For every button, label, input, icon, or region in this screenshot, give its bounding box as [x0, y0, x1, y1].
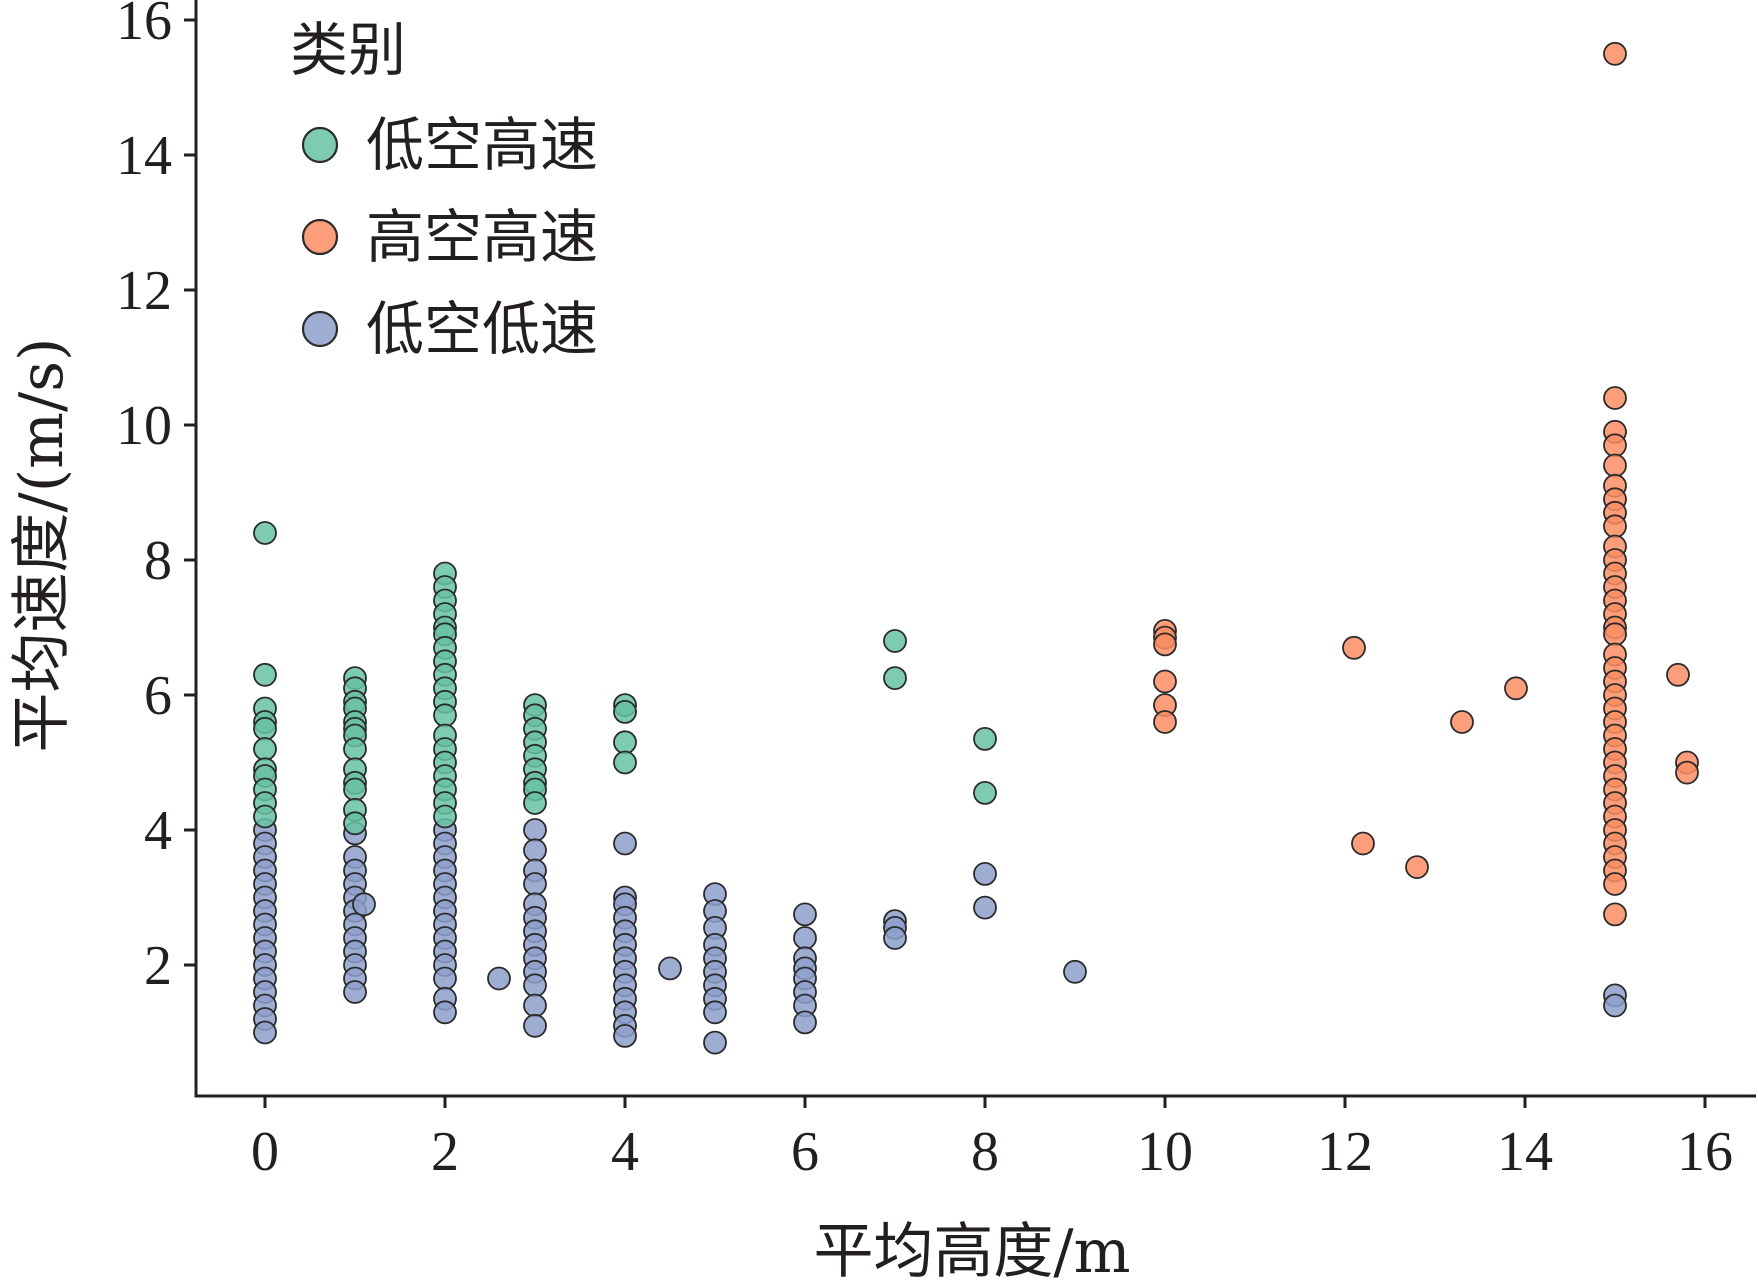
data-point-3-95 — [1063, 959, 1087, 984]
x-axis-title: 平均高度/m — [813, 1217, 1130, 1283]
axis-frame — [194, 0, 1756, 1098]
data-point-1-36 — [433, 703, 457, 728]
data-point-1-5 — [253, 716, 277, 741]
data-point-3-41 — [433, 966, 457, 991]
x-tick-label: 14 — [1497, 1121, 1553, 1183]
y-tick-label: 4 — [144, 800, 172, 862]
data-point-2-50 — [1675, 760, 1699, 785]
data-point-3-93 — [973, 862, 997, 886]
data-point-1-55 — [613, 730, 637, 755]
data-point-3-28 — [343, 980, 367, 1004]
data-point-1-1 — [253, 521, 277, 545]
data-point-3-29 — [352, 892, 376, 917]
data-point-3-44 — [487, 966, 511, 991]
data-point-3-43 — [433, 1000, 457, 1025]
x-tick-label: 10 — [1137, 1121, 1193, 1183]
data-point-1-59 — [973, 727, 997, 751]
data-points — [253, 41, 1699, 1055]
legend-label-3: 低空低速 — [366, 295, 598, 363]
data-point-2-47 — [1504, 676, 1528, 701]
y-tick-label: 8 — [144, 530, 172, 592]
data-point-2-1 — [1603, 41, 1627, 66]
data-point-2-44 — [1351, 831, 1375, 856]
data-point-3-82 — [793, 902, 817, 927]
data-point-1-43 — [433, 804, 457, 829]
data-point-2-45 — [1405, 855, 1429, 879]
y-tick-label: 12 — [116, 260, 172, 322]
legend-label-2: 高空高速 — [366, 203, 598, 271]
data-point-3-70 — [613, 1024, 637, 1048]
y-tick-label: 14 — [116, 125, 172, 187]
x-tick-label: 16 — [1677, 1121, 1733, 1183]
data-point-2-43 — [1342, 635, 1366, 660]
data-point-1-57 — [883, 629, 907, 653]
data-point-1-52 — [523, 791, 547, 815]
data-point-2-48 — [1666, 662, 1690, 687]
axes: 0 2 4 6 8 10 12 14 16 2 4 6 8 10 12 14 16 — [116, 0, 1756, 1183]
data-point-3-48 — [523, 872, 547, 896]
data-point-3-45 — [523, 818, 547, 842]
data-point-2-39 — [1153, 632, 1177, 657]
data-point-3-81 — [703, 1030, 727, 1055]
data-point-2-36 — [1603, 902, 1627, 927]
data-point-3-94 — [973, 895, 997, 920]
data-point-2-35 — [1603, 872, 1627, 896]
data-point-1-2 — [253, 662, 277, 687]
x-tick-label: 6 — [791, 1121, 819, 1183]
data-point-3-55 — [523, 973, 547, 998]
data-point-1-11 — [253, 804, 277, 829]
data-point-2-9 — [1603, 514, 1627, 539]
x-tick-label: 12 — [1317, 1121, 1373, 1183]
y-tick-label: 10 — [116, 395, 172, 457]
data-point-1-22 — [343, 777, 367, 802]
data-point-2-4 — [1603, 433, 1627, 458]
legend-title: 类别 — [290, 16, 406, 84]
data-point-3-58 — [613, 831, 637, 856]
legend-marker-2 — [301, 218, 339, 256]
data-point-2-17 — [1603, 622, 1627, 647]
y-tick-label: 2 — [144, 935, 172, 997]
data-point-3-56 — [523, 993, 547, 1018]
data-point-1-60 — [973, 781, 997, 805]
x-tick-label: 8 — [971, 1121, 999, 1183]
data-point-1-24 — [343, 811, 367, 836]
data-point-2-40 — [1153, 669, 1177, 694]
y-axis-title: 平均速度/(m/s) — [7, 338, 77, 753]
data-point-2-2 — [1603, 386, 1627, 410]
data-point-1-19 — [343, 737, 367, 761]
data-point-3-16 — [253, 1020, 277, 1045]
data-point-3-92 — [883, 926, 907, 950]
x-tick-label: 2 — [431, 1121, 459, 1183]
data-point-3-97 — [1603, 993, 1627, 1018]
y-tick-label: 16 — [116, 0, 172, 52]
y-tick-label: 6 — [144, 665, 172, 727]
x-tick-label: 0 — [251, 1121, 279, 1183]
data-point-2-46 — [1450, 710, 1474, 734]
data-point-3-71 — [658, 956, 682, 981]
data-point-3-57 — [523, 1013, 547, 1038]
x-tick-label: 4 — [611, 1121, 639, 1183]
data-point-1-6 — [253, 737, 277, 761]
data-point-1-58 — [883, 666, 907, 690]
data-point-3-80 — [703, 1000, 727, 1025]
legend-marker-1 — [301, 126, 339, 164]
data-point-1-54 — [613, 700, 637, 724]
legend-marker-3 — [301, 310, 339, 348]
data-point-2-42 — [1153, 710, 1177, 734]
data-point-3-89 — [793, 1010, 817, 1035]
data-point-1-56 — [613, 750, 637, 775]
data-point-2-5 — [1603, 453, 1627, 478]
data-point-3-83 — [793, 926, 817, 950]
data-point-3-46 — [523, 838, 547, 863]
legend-label-1: 低空高速 — [366, 111, 598, 179]
